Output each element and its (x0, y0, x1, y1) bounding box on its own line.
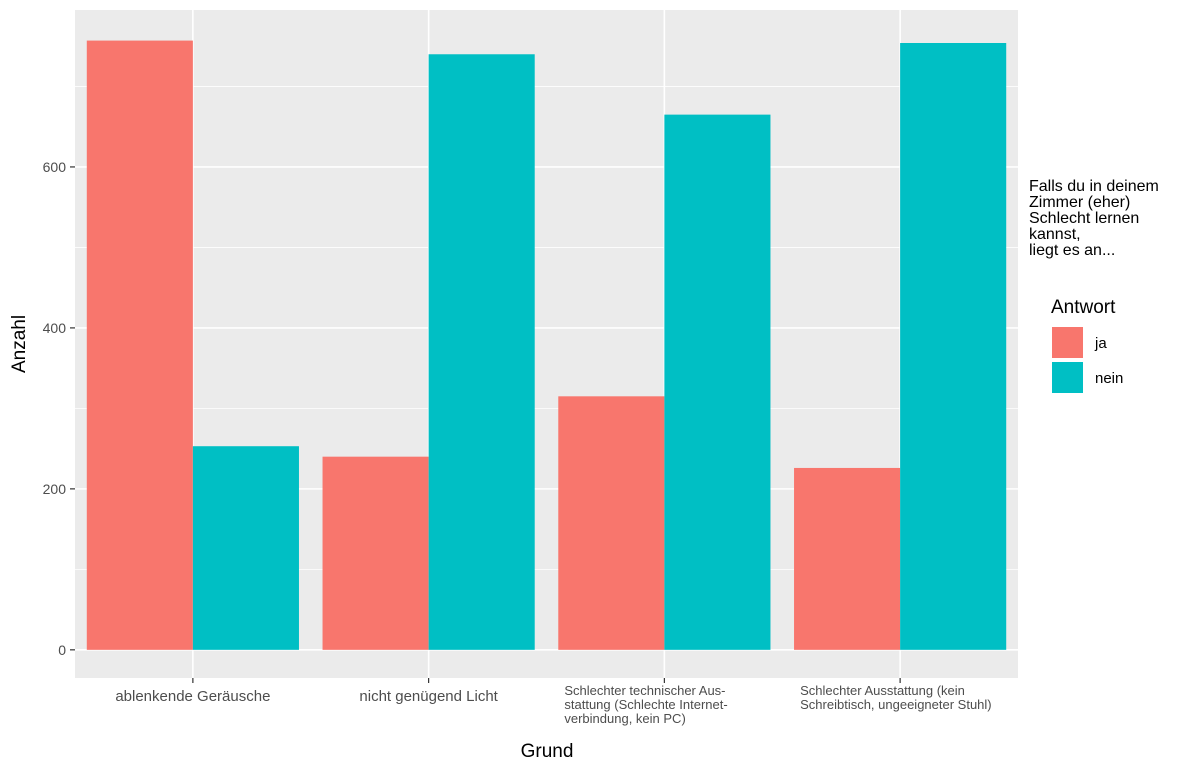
legend-items: ja nein (1052, 327, 1123, 393)
x-tick-label: ablenkende Geräusche (115, 688, 270, 705)
bar-nein (428, 54, 535, 650)
bar-nein (192, 446, 299, 650)
legend-note-line: Falls du in deinem (1029, 178, 1159, 195)
y-axis-title: Anzahl (9, 315, 30, 373)
legend-title: Antwort (1051, 297, 1116, 318)
x-tick-label: Schlechter Ausstattung (kein Schreibtisch… (800, 683, 992, 712)
y-tick-label: 0 (58, 642, 66, 658)
x-axis-title: Grund (521, 741, 574, 762)
bar-nein (664, 114, 771, 650)
bar-ja (322, 456, 429, 650)
bars (86, 40, 1007, 650)
legend-note-line: Zimmer (eher) (1029, 194, 1130, 211)
legend-label-ja: ja (1094, 335, 1107, 352)
legend-note-line: Schlecht lernen (1029, 210, 1139, 227)
y-tick-label: 400 (43, 320, 67, 336)
y-tick-label: 600 (43, 159, 67, 175)
bar-nein (900, 42, 1007, 650)
x-axis: ablenkende Geräusche nicht genügend Licht… (115, 678, 992, 726)
legend-label-nein: nein (1095, 370, 1123, 387)
y-tick-label: 200 (43, 481, 67, 497)
y-axis: 0 200 400 600 (43, 159, 75, 658)
x-tick-label: nicht genügend Licht (359, 688, 498, 705)
bar-ja (86, 40, 193, 650)
x-tick-label: Schlechter technischer Aus-stattung (Sch… (564, 683, 727, 726)
bar-ja (558, 396, 665, 650)
legend-swatch-ja (1052, 327, 1083, 358)
bar-ja (794, 467, 901, 650)
legend-note-line: kannst, (1029, 226, 1081, 243)
legend-swatch-nein (1052, 362, 1083, 393)
legend-note-line: liegt es an... (1029, 242, 1115, 259)
